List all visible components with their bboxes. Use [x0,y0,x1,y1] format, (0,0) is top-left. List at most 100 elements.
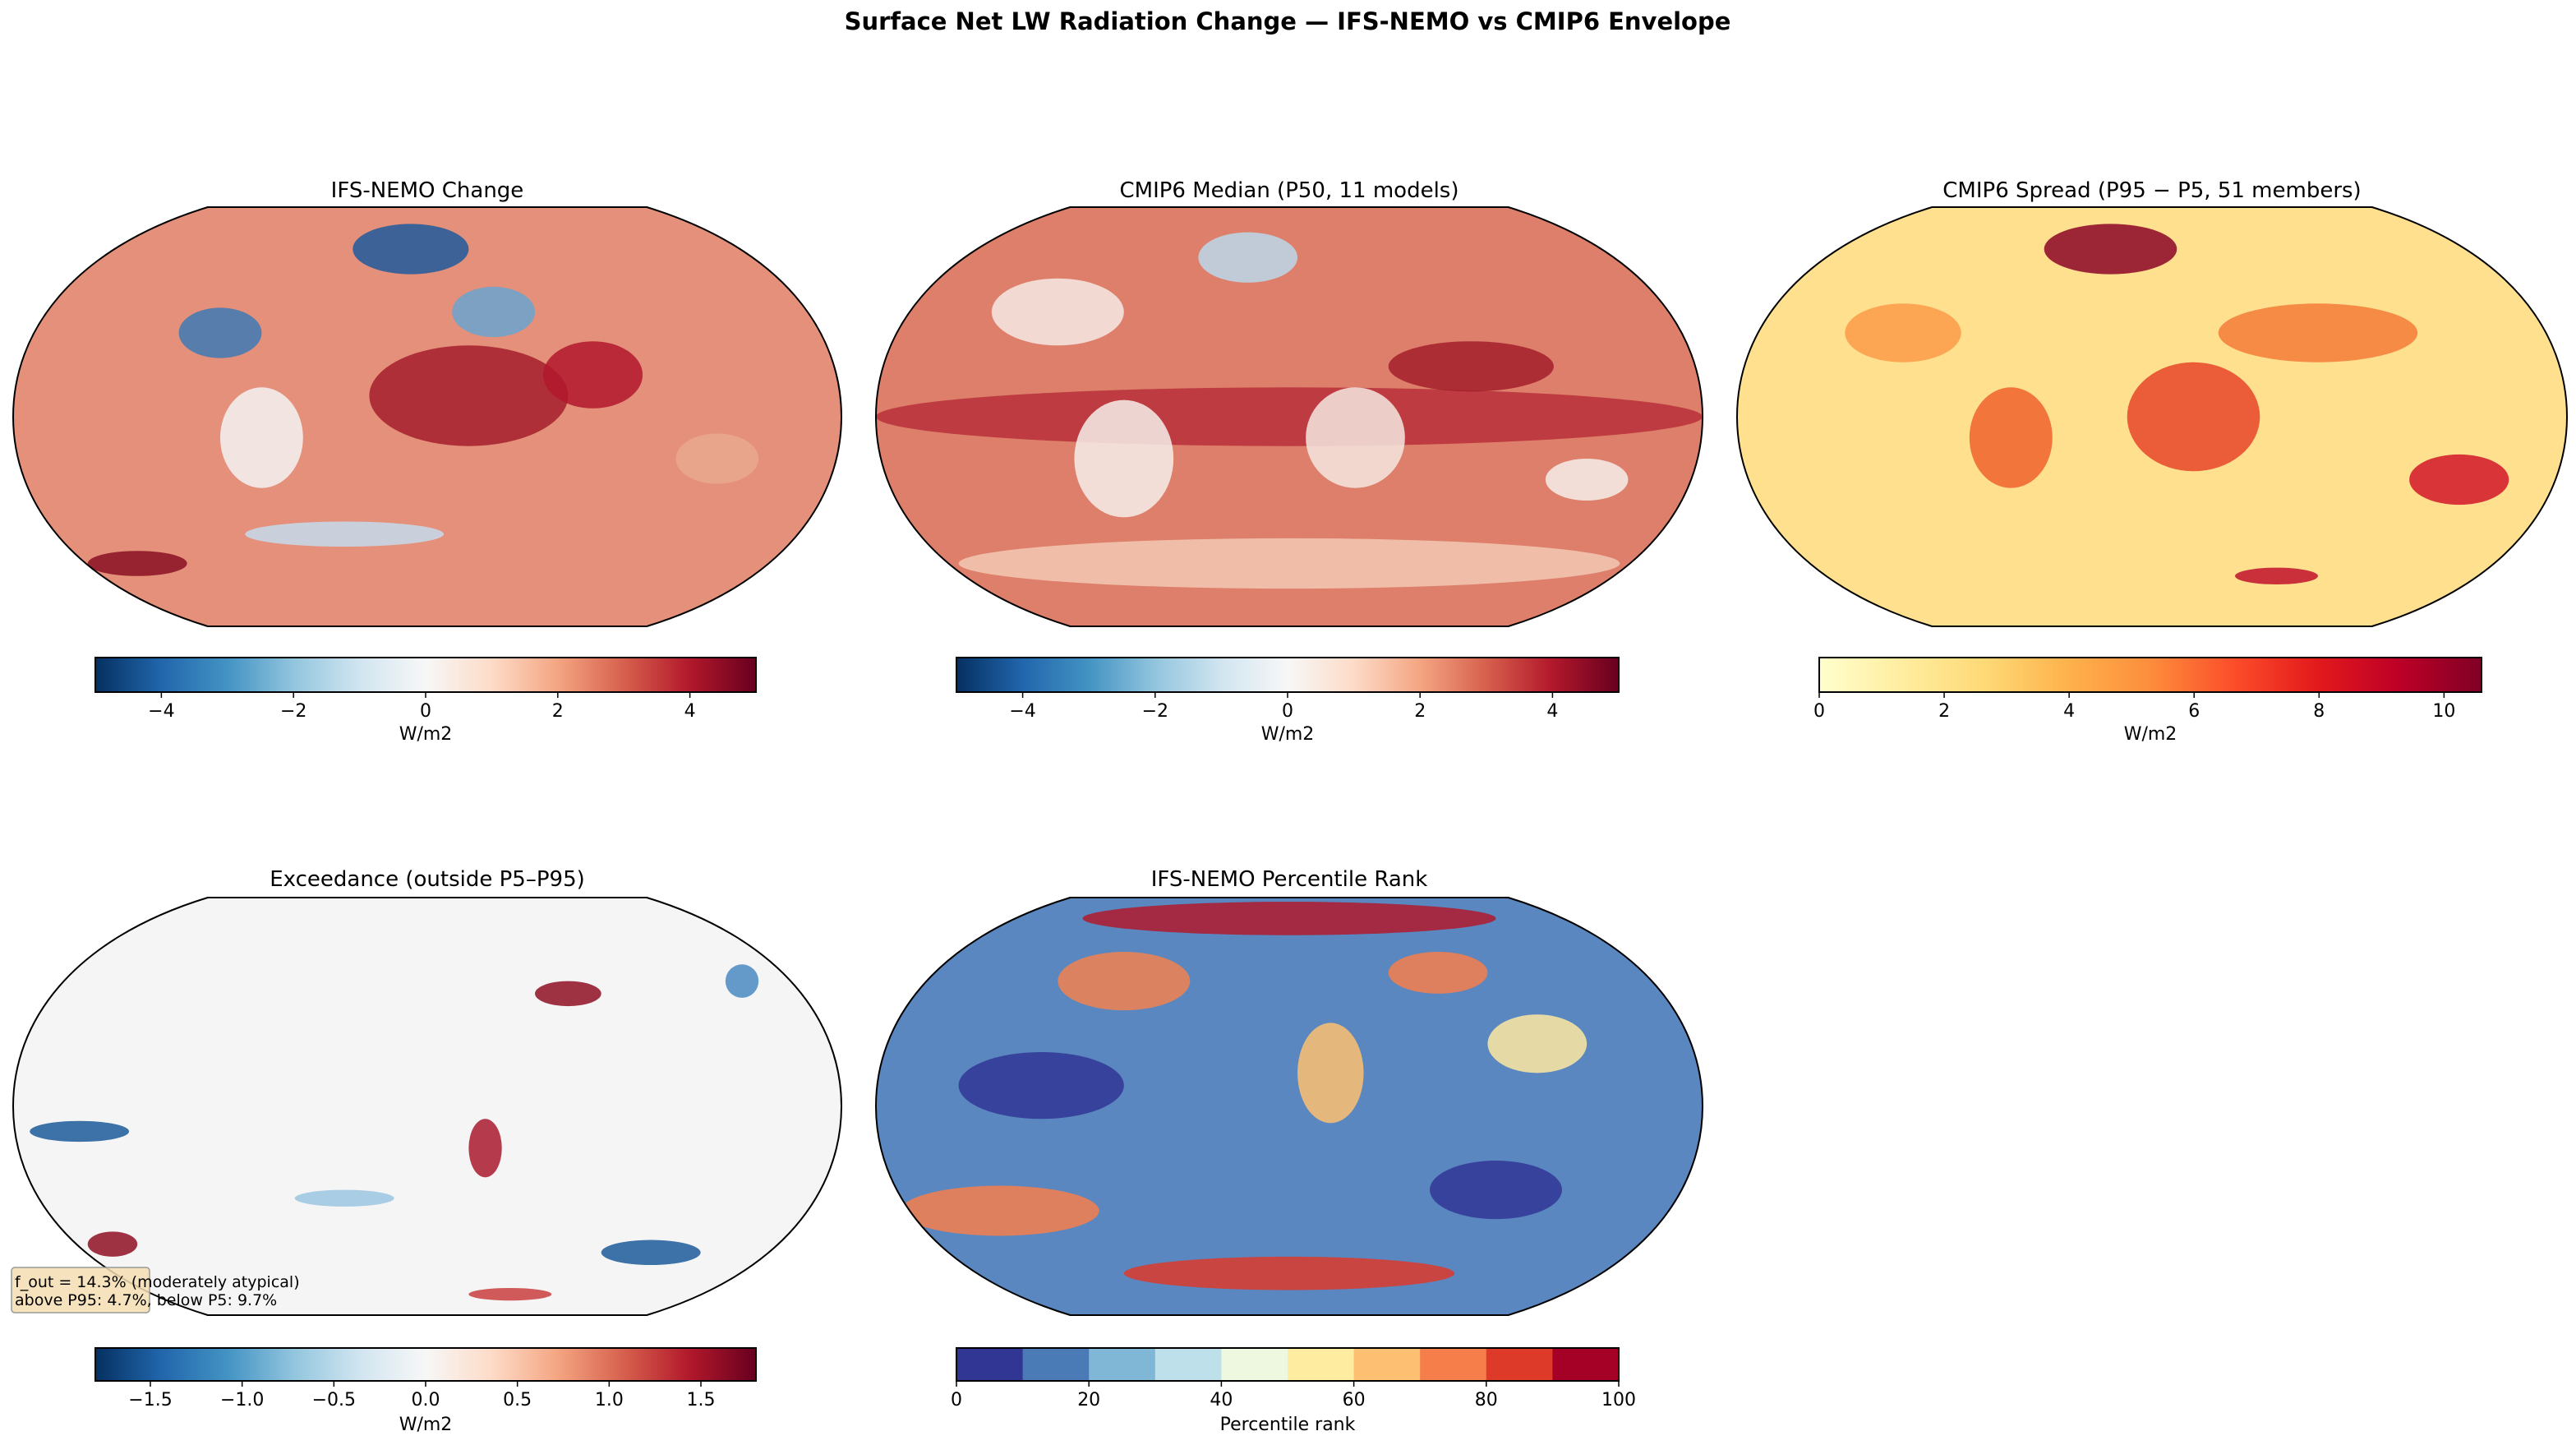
map-field-patch [452,286,536,338]
map-ifs-change [13,207,841,626]
colorbar-tick-label: 6 [2188,701,2200,722]
map-field-patch [87,1231,138,1257]
colorbar-frame [1818,657,2482,693]
map-field-patch [876,387,1703,446]
map-percentile-rank [876,898,1703,1315]
map-field-patch [991,278,1124,346]
colorbar-gradient [95,1348,756,1381]
map-field-patch [543,341,643,409]
colorbar-label-cmip6-spread: W/m2 [2124,724,2177,745]
map-field-patch [1082,902,1496,935]
colorbar-tick-label: 2 [552,701,564,722]
colorbar-tick-label: 8 [2313,701,2325,722]
colorbar-tick-label: 2 [1414,701,1426,722]
map-field-patch [1969,387,2053,488]
colorbar-tick-label: 1.5 [687,1390,716,1410]
colorbar-ifs-change: −4 −2 0 2 4 [94,657,757,722]
map-field-patch [958,1051,1124,1120]
map-boundary [874,897,1704,1316]
map-field-patch [2235,567,2318,584]
map-field-patch [2044,224,2177,275]
map-field-patch [1845,303,1961,362]
map-cmip6-median [876,207,1703,626]
colorbar-tick-label: 0.0 [412,1390,440,1410]
map-field-patch [725,964,759,998]
colorbar-cmip6-median: −4 −2 0 2 4 [956,657,1620,722]
map-field-patch [369,345,569,446]
map-field-patch [1430,1161,1562,1220]
colorbar-cmip6-spread: 0 2 4 6 8 10 [1813,657,2482,722]
colorbar-tick-label: −1.5 [128,1390,172,1410]
colorbar-tick-label: −2 [280,701,306,722]
colorbar-tick-label: 2 [1938,701,1950,722]
colorbar-tick-label: −2 [1142,701,1168,722]
colorbar-bin [1552,1348,1620,1381]
panel-title-cmip6-median: CMIP6 Median (P50, 11 models) [1119,178,1459,203]
colorbar-tick-label: 20 [1077,1390,1100,1410]
map-boundary [12,897,843,1316]
map-field-patch [1388,341,1554,392]
colorbar-tick-label: 80 [1475,1390,1498,1410]
colorbar-label-exceedance: W/m2 [399,1415,453,1435]
map-field-patch [1198,232,1298,283]
colorbar-tick-label: 0 [1813,701,1825,722]
colorbar-tick-label: 100 [1601,1390,1636,1410]
colorbar-tick-label: −4 [148,701,174,722]
colorbar-frame [956,1347,1620,1382]
colorbar-bin [1221,1348,1288,1381]
map-field-patch [468,1287,552,1301]
map-field-patch [2127,362,2260,472]
map-field-patch [30,1120,130,1143]
colorbar-tick-label: 10 [2432,701,2455,722]
map-field-patch [353,224,469,275]
map-field-patch [1388,952,1488,994]
panel-title-percentile-rank: IFS-NEMO Percentile Rank [1151,867,1428,892]
panel-title-ifs-change: IFS-NEMO Change [331,178,524,203]
colorbar-bin [956,1348,1024,1381]
colorbar-percentile-rank: 0 20 40 60 80 100 [951,1347,1636,1410]
colorbar-exceedance: −1.5 −1.0 −0.5 0.0 0.5 1.0 1.5 [94,1347,757,1410]
colorbar-tick-label: 0 [1282,701,1293,722]
panel-title-exceedance: Exceedance (outside P5–P95) [270,867,585,892]
map-field-patch [901,1185,1099,1236]
colorbar-label-cmip6-median: W/m2 [1261,724,1315,745]
map-field-patch [2409,454,2509,506]
colorbar-bin [1420,1348,1487,1381]
colorbar-label-percentile-rank: Percentile rank [1220,1415,1356,1435]
colorbar-tick-label: 60 [1343,1390,1366,1410]
map-field-patch [1545,459,1629,501]
panel-title-cmip6-spread: CMIP6 Spread (P95 − P5, 51 members) [1942,178,2361,203]
colorbar-gradient [1819,658,2482,692]
colorbar-tick-label: 0 [420,701,431,722]
map-field-patch [294,1189,394,1207]
colorbar-gradient [956,658,1619,692]
colorbar-bin [1022,1348,1090,1381]
colorbar-label-ifs-change: W/m2 [399,724,453,745]
map-field-patch [178,307,262,358]
colorbar-tick-label: 1.0 [595,1390,624,1410]
map-boundary [1735,206,2569,627]
colorbar-tick-label: −1.0 [220,1390,264,1410]
map-field-patch [2218,303,2418,362]
map-field-patch [1058,952,1191,1011]
colorbar-bin [1288,1348,1355,1381]
colorbar-tick-label: 4 [2063,701,2075,722]
colorbar-tick-label: 4 [684,701,696,722]
map-exceedance [13,898,841,1315]
map-field-patch [245,521,445,547]
map-field-patch [535,981,601,1007]
map-field-patch [1306,387,1405,488]
map-boundary [874,206,1704,627]
map-field-patch [675,433,759,484]
map-field-patch [1123,1256,1455,1290]
figure-suptitle: Surface Net LW Radiation Change — IFS-NE… [845,7,1731,35]
annotation-line-1: f_out = 14.3% (moderately atypical) [15,1273,300,1291]
colorbar-bin [1486,1348,1553,1381]
colorbar-tick-label: −4 [1009,701,1035,722]
map-boundary [12,206,843,627]
map-field-patch [958,538,1620,589]
colorbar-gradient [95,658,756,692]
colorbar-tick-label: 40 [1210,1390,1233,1410]
colorbar-tick-label: −0.5 [312,1390,356,1410]
